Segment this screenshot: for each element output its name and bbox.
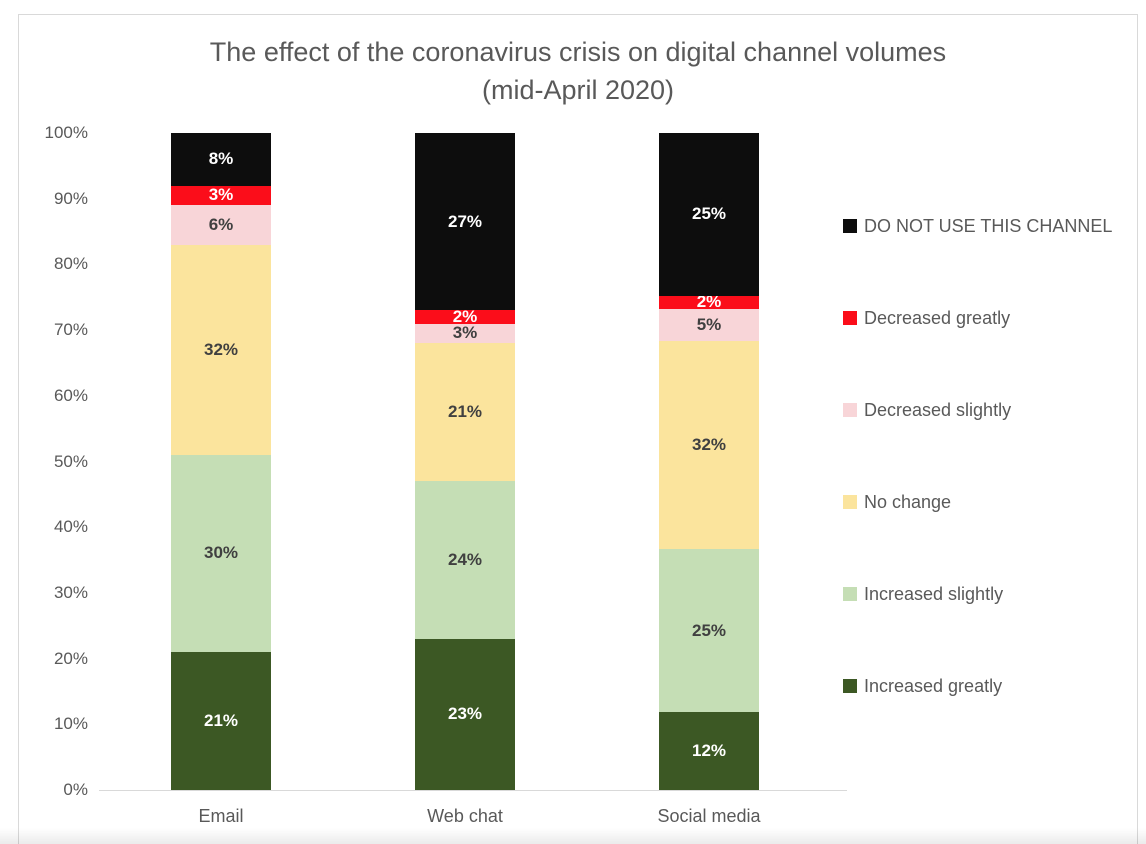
y-axis-tick-label: 10% [53, 714, 88, 734]
x-axis-line [99, 790, 847, 791]
bar-segment-label: 3% [208, 185, 234, 205]
legend-item: Decreased greatly [843, 308, 1010, 328]
bar-segment: 2% [659, 292, 759, 311]
bar-segment-label: 2% [696, 292, 722, 312]
bar-segment: 3% [171, 185, 271, 206]
bar-segment: 6% [171, 205, 271, 245]
legend-color-swatch [843, 679, 857, 693]
y-axis-tick-label: 90% [53, 188, 88, 208]
bar-segment-label: 24% [447, 550, 483, 570]
y-axis-tick-label: 100% [44, 123, 88, 142]
bar-segment: 25% [659, 549, 759, 712]
bar-segment-label: 27% [447, 211, 483, 231]
x-axis-category-label: Web chat [427, 806, 503, 826]
stacked-bar: 21% 30% 32% 6% 3% 8% [171, 133, 271, 790]
legend-label: Increased greatly [864, 675, 1003, 696]
y-axis-tick-label: 20% [53, 648, 88, 668]
bar-segment: 32% [171, 244, 271, 455]
y-axis-tick-label: 70% [53, 320, 88, 340]
legend-label: Decreased slightly [864, 399, 1012, 420]
y-axis-tick-label: 40% [53, 517, 88, 537]
legend-color-swatch [843, 311, 857, 325]
bar-segment-label: 2% [452, 306, 478, 326]
bar-segment: 3% [415, 323, 515, 344]
bar-segment-label: 30% [203, 543, 239, 563]
legend-color-swatch [843, 587, 857, 601]
bar-column-social-media: 12% 25% 32% 5% 2% 25% [587, 133, 831, 790]
x-axis-category-label: Email [198, 806, 244, 826]
bar-segment: 27% [415, 133, 515, 311]
stacked-bar: 12% 25% 32% 5% 2% 25% [659, 133, 759, 790]
legend-item: No change [843, 492, 951, 512]
bar-segment: 2% [415, 307, 515, 326]
bar-segment: 5% [659, 308, 759, 342]
bar-segment-label: 32% [691, 435, 727, 455]
bar-segment-label: 25% [691, 620, 727, 640]
legend-item: DO NOT USE THIS CHANNEL [843, 216, 1112, 236]
x-axis-category-labels: Email Web chat Social media [99, 806, 831, 827]
y-axis-tick-label: 50% [53, 451, 88, 471]
bar-segment: 25% [659, 133, 759, 296]
legend-color-swatch [843, 219, 857, 233]
bar-segment: 21% [171, 652, 271, 790]
legend-item: Decreased slightly [843, 400, 1011, 420]
bar-segment-label: 8% [208, 149, 234, 169]
bar-segment: 8% [171, 133, 271, 186]
chart-title-block: The effect of the coronavirus crisis on … [18, 33, 1138, 109]
chart-subtitle: (mid-April 2020) [481, 75, 675, 105]
bar-segment: 24% [415, 481, 515, 639]
bar-segment-label: 32% [203, 339, 239, 359]
bar-segment-label: 12% [691, 740, 727, 760]
chart-title: The effect of the coronavirus crisis on … [209, 37, 947, 67]
legend-color-swatch [843, 495, 857, 509]
bar-segment-label: 6% [208, 215, 234, 234]
bar-segment-label: 23% [447, 704, 483, 724]
legend-label: DO NOT USE THIS CHANNEL [864, 215, 1113, 236]
legend-label: Increased slightly [864, 583, 1004, 604]
bar-segment-label: 21% [203, 711, 239, 731]
bar-segment-label: 3% [452, 323, 478, 343]
bar-segment: 21% [415, 343, 515, 482]
legend-item: Increased greatly [843, 676, 1002, 696]
legend-color-swatch [843, 403, 857, 417]
bar-segment-label: 5% [696, 314, 722, 334]
legend-item: Increased slightly [843, 584, 1003, 604]
y-axis-tick-label: 30% [53, 582, 88, 602]
plot-area: 21% 30% 32% 6% 3% 8% 23% 24% 21% 3% 2% 27% 12% 25% 32%… [99, 133, 831, 790]
y-axis-tick-label: 60% [53, 385, 88, 405]
y-axis-tick-label: 80% [53, 254, 88, 274]
legend-label: Decreased greatly [864, 307, 1011, 328]
y-axis-tick-label: 0% [63, 780, 88, 799]
bar-segment: 30% [171, 454, 271, 653]
bar-column-web-chat: 23% 24% 21% 3% 2% 27% [343, 133, 587, 790]
bar-segment-label: 25% [691, 204, 727, 224]
stacked-bar: 23% 24% 21% 3% 2% 27% [415, 133, 515, 790]
y-axis: 0% 10% 20% 30% 40% 50% 60% 70% 80% 90% 100% [0, 123, 88, 799]
x-axis-category-label: Social media [657, 806, 761, 826]
bar-segment: 32% [659, 341, 759, 550]
bar-segment: 12% [659, 711, 759, 790]
bar-column-email: 21% 30% 32% 6% 3% 8% [99, 133, 343, 790]
bar-segment-label: 21% [447, 402, 483, 422]
legend-label: No change [864, 491, 952, 512]
bar-segment: 23% [415, 638, 515, 790]
